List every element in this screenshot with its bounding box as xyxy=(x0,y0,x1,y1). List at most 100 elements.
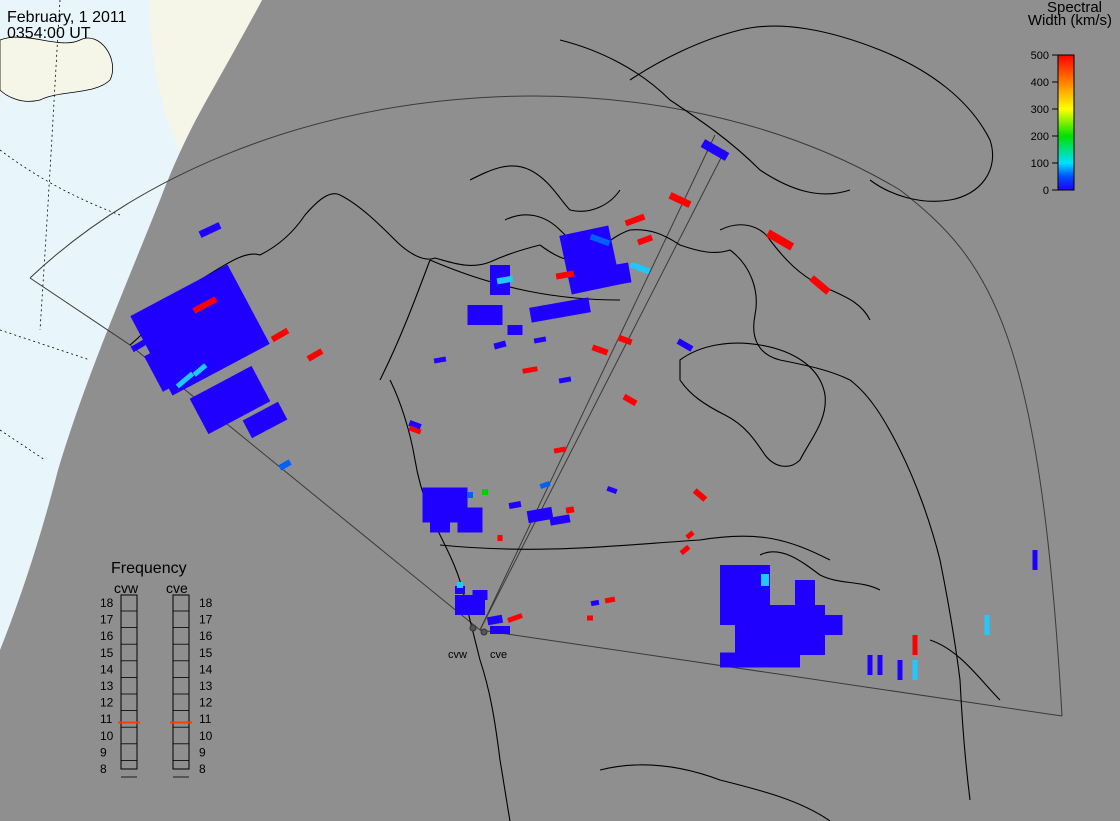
echo-cell xyxy=(144,328,216,392)
colorbar-ticks: 500 400 300 200 100 0 xyxy=(1031,50,1058,197)
echo-cell xyxy=(430,517,450,533)
frequency-scale-box-cve xyxy=(172,594,190,770)
echo-cell xyxy=(685,530,695,540)
echo-cell xyxy=(984,615,990,635)
echo-cell xyxy=(591,344,609,356)
echo-cell xyxy=(598,262,632,288)
frequency-label-right: 10 xyxy=(199,729,213,743)
time-label: 0354:00 UT xyxy=(7,25,91,42)
echo-cell xyxy=(897,660,903,680)
echo-cell xyxy=(604,596,616,604)
echo-cell xyxy=(467,305,503,325)
colorbar-tick-label: 200 xyxy=(1031,131,1049,143)
echo-cell xyxy=(549,514,571,526)
colorbar-tick-label: 400 xyxy=(1031,77,1049,89)
echo-cell xyxy=(912,635,918,655)
echo-cell xyxy=(877,655,883,675)
echo-cell xyxy=(747,654,753,666)
echo-cell xyxy=(526,506,554,524)
daylight-region xyxy=(0,0,262,650)
echo-cell xyxy=(457,507,483,533)
echo-cell xyxy=(408,425,422,435)
site-marker-cve xyxy=(480,628,488,636)
colorbar-tick-label: 500 xyxy=(1031,50,1049,62)
echo-cell xyxy=(589,233,611,247)
echo-cell xyxy=(433,356,447,364)
frequency-label-right: 17 xyxy=(199,613,213,627)
frequency-panel: 18 18 17 17 16 16 15 15 14 14 13 13 12 12 11 11 10 10 9 9 8 8 xyxy=(100,594,213,778)
echo-cell xyxy=(270,327,290,343)
frequency-label-left: 14 xyxy=(100,662,114,676)
echo-cell xyxy=(624,213,646,227)
frequency-label-left: 9 xyxy=(100,745,107,759)
frequency-label-left: 13 xyxy=(100,679,114,693)
echo-cell xyxy=(795,580,815,610)
echo-cell xyxy=(219,292,241,308)
frequency-label-right: 16 xyxy=(199,629,213,643)
frequency-radar-label-cve: cve xyxy=(166,580,188,596)
echo-cell xyxy=(192,363,208,377)
colorbar: 500 400 300 200 100 0 xyxy=(1031,50,1075,197)
frequency-label-left: 12 xyxy=(100,696,114,710)
echo-cell xyxy=(679,544,691,556)
echo-cell xyxy=(457,582,463,588)
echo-cell xyxy=(522,366,538,374)
echo-cell xyxy=(507,613,523,623)
echo-cell xyxy=(555,270,575,280)
frequency-label-left: 10 xyxy=(100,729,114,743)
echo-cell xyxy=(497,535,503,541)
echo-cell xyxy=(636,234,654,246)
echo-cell xyxy=(765,229,795,251)
echo-cell xyxy=(668,192,692,208)
frequency-label-right: 11 xyxy=(199,712,212,726)
echo-cell xyxy=(590,599,600,607)
echo-cell xyxy=(486,614,504,626)
colorbar-title-line1: Spectral xyxy=(1046,0,1102,16)
echo-cell xyxy=(565,506,575,514)
echo-cell xyxy=(175,371,195,389)
frequency-label-right: 8 xyxy=(199,762,206,776)
echo-cell xyxy=(692,488,708,502)
echo-cell xyxy=(198,222,222,238)
echo-cell xyxy=(622,393,638,407)
frequency-label-left: 16 xyxy=(100,629,114,643)
graticule xyxy=(0,0,121,461)
daylight-landmass xyxy=(0,36,113,102)
frequency-label-left: 15 xyxy=(100,646,114,660)
echo-cell xyxy=(736,584,744,596)
frequency-label-left: 18 xyxy=(100,596,114,610)
site-label-cvw: cvw xyxy=(448,649,467,661)
frequency-scale-box-cvw xyxy=(120,594,138,770)
frequency-label-right: 18 xyxy=(199,596,213,610)
echo-cell xyxy=(867,655,873,675)
echo-cell xyxy=(817,615,843,635)
frequency-label-right: 12 xyxy=(199,696,213,710)
echo-cell xyxy=(587,615,593,621)
echo-cell xyxy=(278,459,292,471)
echo-cell xyxy=(507,325,523,335)
terminator-band xyxy=(150,0,262,150)
frequency-title: Frequency xyxy=(111,560,187,577)
echo-cell xyxy=(676,338,694,352)
echo-cell xyxy=(700,139,730,161)
echo-cell xyxy=(539,480,551,490)
echo-cell xyxy=(242,401,288,439)
site-label-cve: cve xyxy=(490,649,507,661)
site-marker-cvw xyxy=(469,624,477,632)
colorbar-title-line2: Width (km/s) xyxy=(1027,12,1112,29)
colorbar-tick-label: 300 xyxy=(1031,104,1049,116)
echo-cell xyxy=(558,376,572,384)
frequency-label-right: 15 xyxy=(199,646,213,660)
echo-cell xyxy=(912,660,918,680)
echo-cell xyxy=(508,501,522,509)
fov-outline xyxy=(29,95,1063,717)
frequency-radar-label-cvw: cvw xyxy=(114,580,139,596)
radar-sites: cvw cve xyxy=(448,624,507,661)
colorbar-tick-label: 100 xyxy=(1031,158,1049,170)
echo-cell xyxy=(192,296,218,314)
echo-cell xyxy=(472,590,488,600)
date-label: February, 1 2011 xyxy=(7,9,127,26)
echo-cell xyxy=(720,652,800,668)
